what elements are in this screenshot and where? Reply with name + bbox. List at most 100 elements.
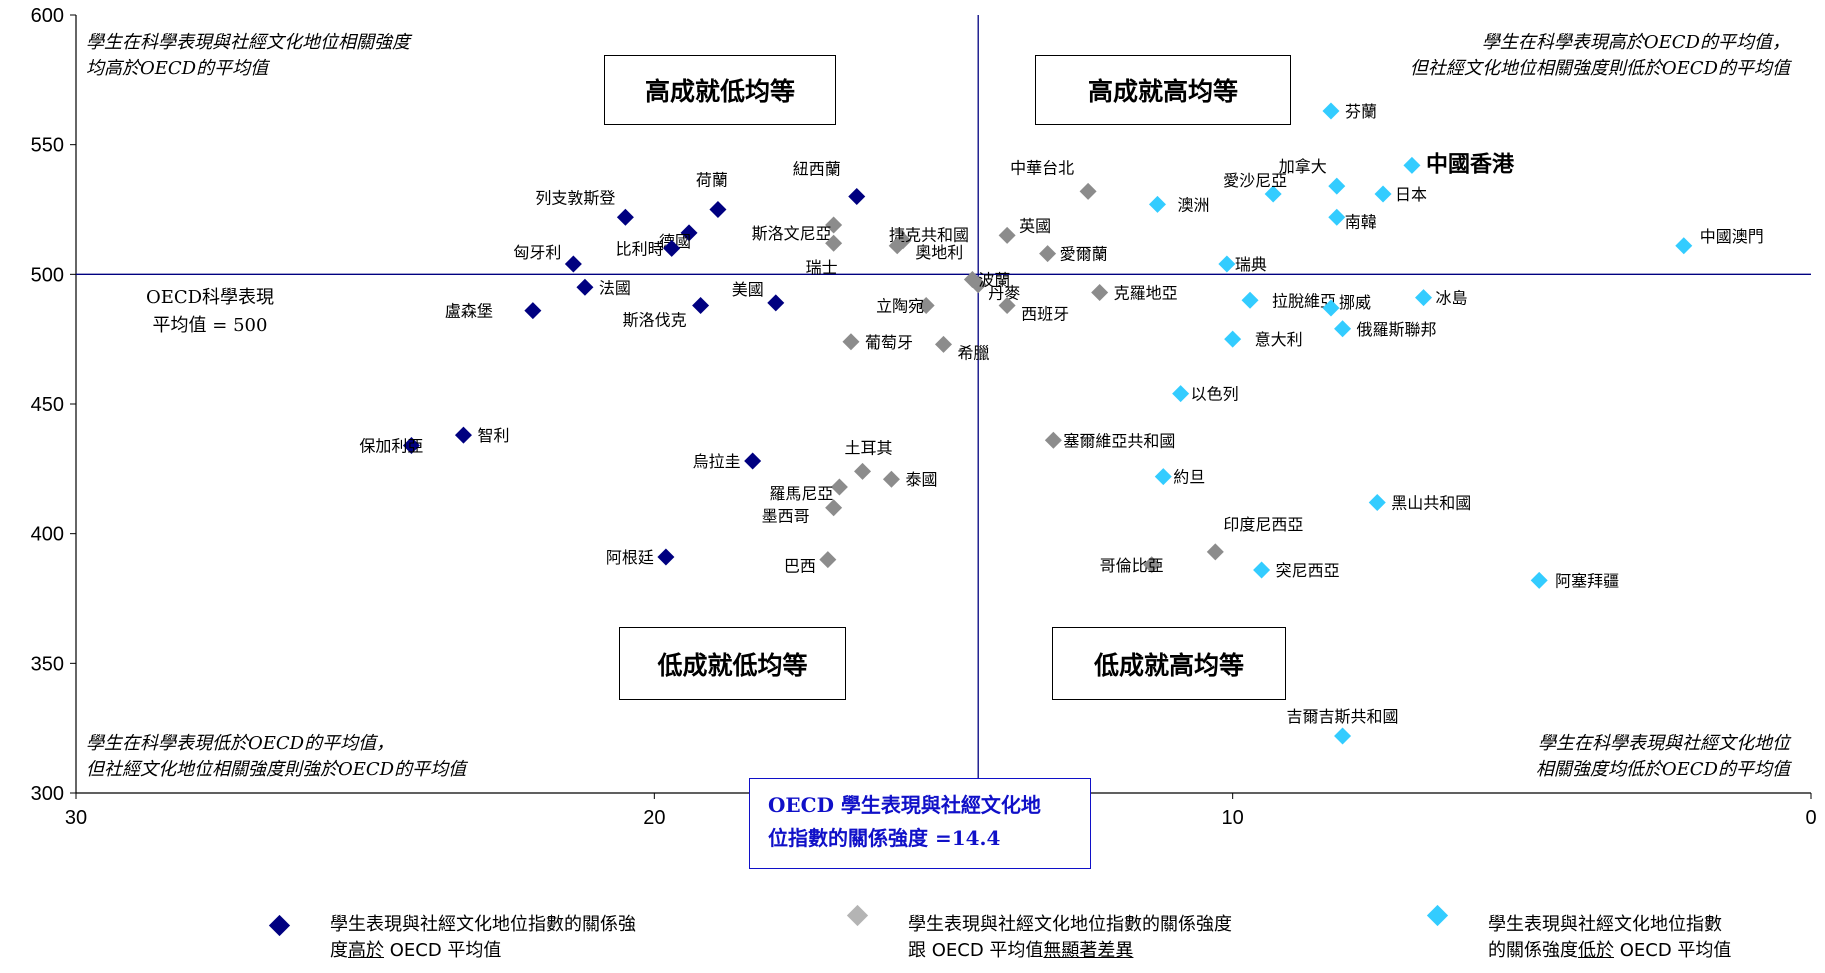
point-label: 黑山共和國	[1391, 494, 1471, 513]
point-avg	[963, 271, 981, 289]
legend-item-avg: 學生表現與社經文化地位指數的關係強度 跟 OECD 平均值無顯著差異	[846, 904, 1350, 972]
point-label: 愛爾蘭	[1060, 245, 1108, 264]
point-label: 中國澳門	[1700, 227, 1764, 246]
point-label: 哥倫比亞	[1100, 556, 1164, 575]
oecd-average-line2: 平均值 = 500	[152, 315, 268, 336]
point-label: 荷蘭	[696, 171, 728, 190]
legend-item-low: 學生表現與社經文化地位指數 的關係強度低於 OECD 平均值	[1426, 904, 1820, 972]
point-label: 瑞士	[806, 258, 838, 277]
legend-low-suffix: OECD 平均值	[1614, 940, 1732, 961]
point-high	[692, 296, 710, 314]
point-low	[1218, 255, 1236, 273]
y-tick-label: 500	[31, 264, 64, 286]
oecd-relationship-box: OECD 學生表現與社經文化地 位指數的關係強度 =14.4	[749, 778, 1091, 869]
note-bottom-right: 學生在科學表現與社經文化地位	[1538, 733, 1792, 754]
point-low	[1328, 208, 1346, 226]
point-label: 俄羅斯聯邦	[1357, 320, 1437, 339]
point-high	[454, 426, 472, 444]
point-label: 泰國	[905, 470, 937, 489]
point-avg	[1091, 283, 1109, 301]
point-label: 羅馬尼亞	[769, 484, 833, 503]
quadrant-top-left-title: 高成就低均等	[604, 55, 836, 125]
point-label: 列支敦斯登	[535, 188, 615, 207]
point-low	[1253, 561, 1271, 579]
point-label: 法國	[599, 278, 631, 297]
point-label: 捷克共和國	[889, 226, 969, 245]
point-low	[1403, 156, 1421, 174]
point-low	[1334, 727, 1352, 745]
oecd-box-line1: OECD 學生表現與社經文化地	[768, 793, 1041, 817]
legend-low-underlined: 低於	[1578, 940, 1614, 961]
y-tick-label: 600	[31, 5, 64, 27]
y-tick-label: 300	[31, 783, 64, 805]
point-label: 立陶宛	[876, 296, 924, 315]
point-low	[1264, 185, 1282, 203]
point-low	[1241, 291, 1259, 309]
point-label: 盧森堡	[445, 302, 493, 321]
note-bottom-left: 學生在科學表現低於OECD的平均值，	[86, 733, 394, 754]
point-low	[1322, 102, 1340, 120]
point-label: 挪威	[1339, 293, 1371, 312]
note-top-right: 但社經文化地位相關強度則低於OECD的平均值	[1410, 58, 1793, 79]
point-label: 比利時	[616, 239, 664, 258]
oecd-box-line2: 位指數的關係強度 =14.4	[768, 826, 1001, 850]
y-tick-label: 400	[31, 524, 64, 546]
point-avg	[842, 333, 860, 351]
point-avg	[825, 216, 843, 234]
y-tick-label: 350	[31, 653, 64, 675]
point-low	[1148, 195, 1166, 213]
point-label: 拉脫維亞	[1272, 291, 1336, 310]
note-top-left: 學生在科學表現與社經文化地位相關強度	[86, 32, 413, 53]
legend-avg-prefix: 跟 OECD 平均值	[908, 940, 1044, 961]
point-high	[402, 436, 420, 454]
point-label: 阿塞拜疆	[1555, 571, 1619, 590]
point-label: 加拿大	[1279, 157, 1327, 176]
point-label: 保加利亞	[359, 436, 423, 455]
point-avg	[917, 296, 935, 314]
point-label: 匈牙利	[513, 243, 561, 262]
point-high	[524, 302, 542, 320]
point-label: 突尼西亞	[1276, 561, 1340, 580]
point-label: 阿根廷	[606, 548, 654, 567]
point-label: 愛沙尼亞	[1223, 171, 1287, 190]
point-label: 吉爾吉斯共和國	[1287, 707, 1399, 726]
point-avg	[888, 237, 906, 255]
y-tick-label: 450	[31, 394, 64, 416]
oecd-average-line1: OECD科學表現	[145, 287, 275, 308]
point-high	[767, 294, 785, 312]
point-label: 南韓	[1345, 212, 1377, 231]
point-label: 塞爾維亞共和國	[1063, 431, 1175, 450]
quadrant-bottom-right-title: 低成就高均等	[1052, 627, 1286, 700]
note-top-right: 學生在科學表現高於OECD的平均值，	[1482, 32, 1790, 53]
legend-avg-line1: 學生表現與社經文化地位指數的關係強度	[908, 914, 1232, 935]
point-low	[1154, 468, 1172, 486]
legend-high-line1: 學生表現與社經文化地位指數的關係強	[330, 914, 636, 935]
point-avg	[830, 478, 848, 496]
point-high	[663, 239, 681, 257]
quadrant-bottom-left-title: 低成就低均等	[619, 627, 846, 700]
legend-high-underlined: 高於	[348, 940, 384, 961]
point-label: 以色列	[1191, 385, 1239, 404]
point-label: 斯洛伐克	[623, 310, 687, 329]
point-label: 克羅地亞	[1114, 283, 1178, 302]
point-label: 丹麥	[988, 284, 1020, 303]
point-label: 紐西蘭	[793, 160, 841, 179]
point-label: 希臘	[958, 343, 990, 362]
point-label: 日本	[1395, 185, 1427, 204]
point-label: 約旦	[1173, 468, 1205, 487]
point-high	[848, 188, 866, 206]
point-avg	[825, 234, 843, 252]
legend-marker-high	[268, 914, 291, 937]
x-tick-label: 20	[643, 807, 665, 829]
point-low	[1334, 320, 1352, 338]
point-label: 芬蘭	[1345, 102, 1377, 121]
point-high	[657, 548, 675, 566]
oecd-average-label: OECD科學表現 平均值 = 500	[120, 284, 300, 340]
point-label: 英國	[1019, 216, 1051, 235]
point-low	[1172, 385, 1190, 403]
point-high	[680, 224, 698, 242]
note-top-left: 均高於OECD的平均值	[86, 58, 271, 79]
